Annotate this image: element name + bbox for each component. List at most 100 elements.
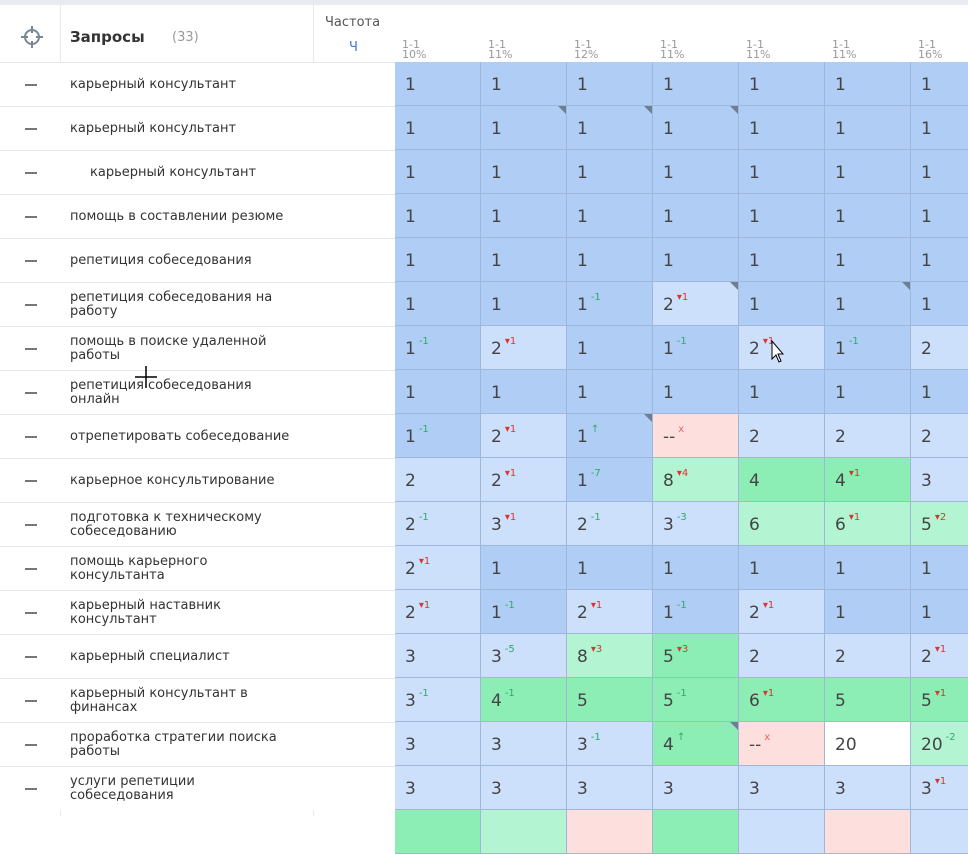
minus-icon[interactable]	[25, 392, 37, 394]
position-cell[interactable]: 2	[825, 414, 911, 458]
position-cell[interactable]: 1	[911, 238, 968, 282]
position-cell[interactable]: 3	[653, 766, 739, 810]
minus-icon[interactable]	[25, 260, 37, 262]
position-cell[interactable]: 1	[567, 238, 653, 282]
position-cell[interactable]: 2 ▾1	[653, 282, 739, 326]
position-cell[interactable]: 2 -1	[395, 502, 481, 546]
position-cell[interactable]: 6 ▾1	[825, 502, 911, 546]
position-cell[interactable]: 5 -1	[653, 678, 739, 722]
position-cell[interactable]: 1 ↑	[567, 414, 653, 458]
position-cell[interactable]	[481, 810, 567, 854]
position-cell[interactable]: 3 ▾1	[911, 766, 968, 810]
position-cell[interactable]: 8 ▾3	[567, 634, 653, 678]
note-corner-icon[interactable]	[644, 106, 652, 114]
position-cell[interactable]: 3	[395, 634, 481, 678]
position-cell[interactable]: 1	[653, 150, 739, 194]
minus-icon[interactable]	[25, 700, 37, 702]
position-cell[interactable]: 1	[395, 106, 481, 150]
position-cell[interactable]: 5 ▾1	[911, 678, 968, 722]
frequency-sort-link[interactable]: Ч	[349, 40, 358, 55]
position-cell[interactable]: 1 -1	[653, 326, 739, 370]
position-cell[interactable]: 3	[739, 766, 825, 810]
position-cell[interactable]: 1	[825, 150, 911, 194]
position-cell[interactable]: 2	[739, 414, 825, 458]
position-cell[interactable]: 1	[395, 282, 481, 326]
table-row[interactable]: помощь в составлении резюме	[0, 194, 395, 238]
position-cell[interactable]: 1	[911, 282, 968, 326]
position-cell[interactable]: 1	[395, 370, 481, 414]
position-cell[interactable]: 1	[911, 546, 968, 590]
position-cell[interactable]: 3	[481, 722, 567, 766]
position-cell[interactable]: 1	[739, 282, 825, 326]
position-cell[interactable]: 1	[567, 150, 653, 194]
position-cell[interactable]: 3	[911, 458, 968, 502]
minus-icon[interactable]	[25, 304, 37, 306]
position-cell[interactable]	[567, 810, 653, 854]
column-header[interactable]: 1-1 10%	[395, 39, 481, 60]
position-cell[interactable]: 1	[481, 194, 567, 238]
minus-icon[interactable]	[25, 612, 37, 614]
position-cell[interactable]: 1 -1	[825, 326, 911, 370]
position-cell[interactable]: 1	[739, 370, 825, 414]
table-row[interactable]: карьерный специалист	[0, 634, 395, 678]
position-cell[interactable]: 3	[395, 722, 481, 766]
position-cell[interactable]: 3 -1	[395, 678, 481, 722]
position-cell[interactable]: 1	[567, 546, 653, 590]
position-cell[interactable]: 1	[481, 546, 567, 590]
position-cell[interactable]: 1	[481, 282, 567, 326]
minus-icon[interactable]	[25, 480, 37, 482]
position-cell[interactable]: 1	[739, 238, 825, 282]
position-cell[interactable]	[395, 810, 481, 854]
table-row[interactable]: карьерное консультирование	[0, 458, 395, 502]
note-corner-icon[interactable]	[558, 106, 566, 114]
minus-icon[interactable]	[25, 656, 37, 658]
position-cell[interactable]: 20 -2	[911, 722, 968, 766]
position-cell[interactable]: 5 ▾2	[911, 502, 968, 546]
position-cell[interactable]: 4 -1	[481, 678, 567, 722]
position-cell[interactable]: 2 -1	[567, 502, 653, 546]
position-cell[interactable]: 2	[825, 634, 911, 678]
position-cell[interactable]: 1	[911, 590, 968, 634]
column-header[interactable]: 1-1 11%	[481, 39, 567, 60]
table-row[interactable]: карьерный консультант в финансах	[0, 678, 395, 722]
column-header[interactable]: 1-1 16%	[911, 39, 968, 60]
position-cell[interactable]: 1	[825, 370, 911, 414]
position-cell[interactable]: 1	[911, 106, 968, 150]
position-cell[interactable]: 5	[567, 678, 653, 722]
column-header[interactable]: 1-1 12%	[567, 39, 653, 60]
table-row[interactable]: репетиция собеседования	[0, 238, 395, 282]
position-cell[interactable]: 1	[825, 282, 911, 326]
position-cell[interactable]: 1	[567, 194, 653, 238]
minus-icon[interactable]	[25, 524, 37, 526]
position-cell[interactable]: 1 -7	[567, 458, 653, 502]
position-cell[interactable]: 2 ▾1	[739, 326, 825, 370]
column-header[interactable]: 1-1 11%	[653, 39, 739, 60]
position-cell[interactable]: 1	[567, 106, 653, 150]
position-cell[interactable]: 1 -1	[567, 282, 653, 326]
table-row[interactable]: карьерный консультант	[0, 62, 395, 106]
note-corner-icon[interactable]	[730, 722, 738, 730]
minus-icon[interactable]	[25, 744, 37, 746]
minus-icon[interactable]	[25, 84, 37, 86]
position-cell[interactable]: 2 ▾1	[481, 414, 567, 458]
minus-icon[interactable]	[25, 568, 37, 570]
note-corner-icon[interactable]	[730, 282, 738, 290]
position-cell[interactable]: 1	[653, 238, 739, 282]
minus-icon[interactable]	[25, 348, 37, 350]
position-cell[interactable]: 1	[825, 106, 911, 150]
table-row[interactable]: карьерный консультант	[0, 150, 395, 194]
position-cell[interactable]: 1	[481, 106, 567, 150]
position-cell[interactable]: 2	[911, 414, 968, 458]
position-cell[interactable]: 4	[739, 458, 825, 502]
position-cell[interactable]: 1	[825, 194, 911, 238]
table-row[interactable]: отрепетировать собеседование	[0, 414, 395, 458]
position-cell[interactable]: 1	[825, 590, 911, 634]
table-row[interactable]: карьерный наставник консультант	[0, 590, 395, 634]
table-row[interactable]: репетиция собеседования онлайн	[0, 370, 395, 414]
position-cell[interactable]: 1	[739, 106, 825, 150]
position-cell[interactable]	[825, 810, 911, 854]
position-cell[interactable]: 1	[911, 62, 968, 106]
position-cell[interactable]: 1 -1	[395, 326, 481, 370]
position-cell[interactable]: 1	[395, 150, 481, 194]
table-row[interactable]: карьерный консультант	[0, 106, 395, 150]
